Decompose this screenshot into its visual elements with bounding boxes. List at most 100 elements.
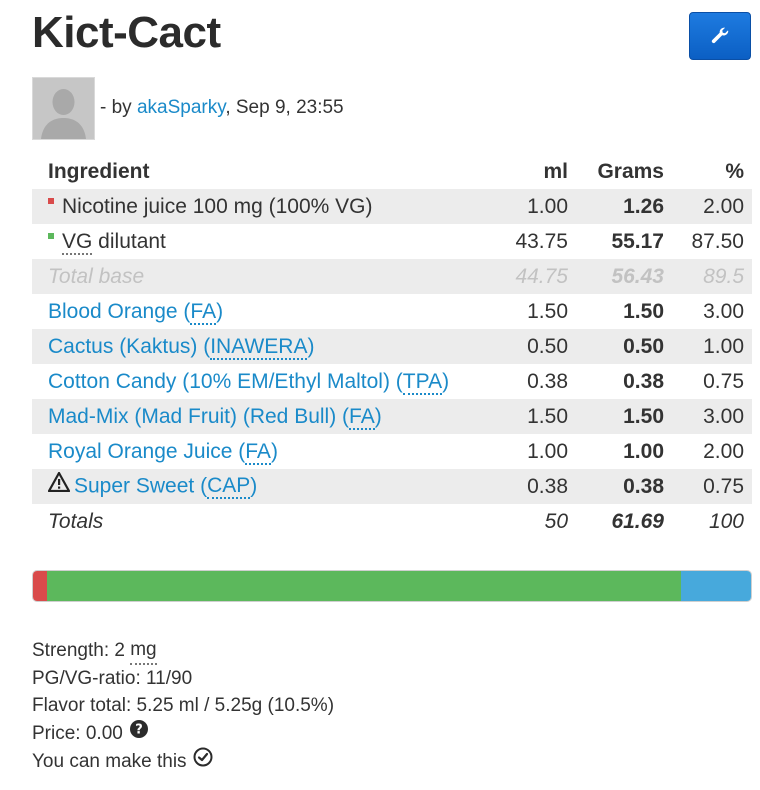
edit-recipe-button[interactable] — [689, 12, 751, 60]
vendor-abbreviation[interactable]: TPA — [402, 369, 443, 395]
totals-label: Totals — [48, 509, 104, 533]
flavor-close-paren: ) — [270, 439, 278, 463]
table-row-flavor: Cotton Candy (10% EM/Ethyl Maltol) (TPA)… — [32, 364, 752, 399]
composition-bar-nicotine — [33, 571, 47, 601]
grams-cell: 1.50 — [623, 299, 664, 323]
ingredient-cell: Cactus (Kaktus) (INAWERA) — [32, 329, 480, 364]
base-label: Total base — [32, 259, 480, 294]
ml-cell: 1.00 — [527, 439, 568, 463]
ingredient-cell: Blood Orange (FA) — [32, 294, 480, 329]
vendor-abbreviation[interactable]: FA — [245, 439, 271, 465]
flavor-link[interactable]: Blood Orange (FA) — [48, 299, 224, 325]
flavor-close-paren: ) — [374, 404, 382, 428]
ml-cell: 44.75 — [480, 259, 576, 294]
recipe-title: Kict-Cact — [32, 8, 221, 57]
percent-cell: 89.5 — [672, 259, 752, 294]
table-row-vg: VG dilutant 43.75 55.17 87.50 — [32, 224, 752, 259]
table-header-row: Ingredient ml Grams % — [32, 155, 752, 189]
flavor-link[interactable]: Cactus (Kaktus) (INAWERA) — [48, 334, 314, 360]
flavor-close-paren: ) — [250, 474, 258, 498]
vg-color-marker — [48, 232, 54, 239]
grams-cell: 1.26 — [576, 189, 672, 224]
flavor-name: Cotton Candy (10% EM/Ethyl Maltol) ( — [48, 369, 403, 393]
flavor-name: Super Sweet ( — [74, 474, 208, 498]
grams-cell: 55.17 — [611, 229, 664, 253]
can-make-text: You can make this — [32, 750, 187, 772]
by-prefix: - by — [100, 97, 137, 118]
grams-cell: 0.38 — [623, 369, 664, 393]
strength-unit[interactable]: mg — [130, 636, 157, 665]
percent-cell: 0.75 — [672, 469, 752, 504]
ml-cell: 1.00 — [480, 189, 576, 224]
header-percent: % — [725, 160, 744, 183]
table-row-flavor: Super Sweet (CAP) 0.38 0.38 0.75 — [32, 469, 752, 504]
wrench-icon — [711, 27, 729, 44]
table-row-totals: Totals 50 61.69 100 — [32, 504, 752, 539]
grams-cell: 1.00 — [623, 439, 664, 463]
flavor-name: Mad-Mix (Mad Fruit) (Red Bull) ( — [48, 404, 350, 428]
composition-bar-vg — [47, 571, 681, 601]
grams-cell: 0.38 — [576, 469, 672, 504]
vendor-abbreviation[interactable]: FA — [349, 404, 375, 430]
grams-cell: 61.69 — [611, 509, 664, 533]
strength-line: Strength: 2 mg — [32, 636, 334, 665]
warning-icon — [47, 471, 71, 498]
flavor-name: Royal Orange Juice ( — [48, 439, 246, 463]
flavor-close-paren: ) — [216, 299, 224, 323]
nicotine-color-marker — [48, 197, 54, 204]
flavor-link[interactable]: Mad-Mix (Mad Fruit) (Red Bull) (FA) — [48, 404, 382, 430]
percent-cell: 3.00 — [703, 299, 744, 323]
grams-cell: 1.50 — [576, 399, 672, 434]
percent-cell: 1.00 — [672, 329, 752, 364]
vg-abbreviation[interactable]: VG — [62, 229, 93, 255]
table-row-flavor: Cactus (Kaktus) (INAWERA) 0.50 0.50 1.00 — [32, 329, 752, 364]
byline: - by akaSparky, Sep 9, 23:55 — [100, 97, 344, 119]
can-make-line: You can make this — [32, 747, 334, 775]
svg-text:?: ? — [135, 723, 143, 738]
flavor-close-paren: ) — [442, 369, 450, 393]
table-row-flavor: Blood Orange (FA) 1.50 1.50 3.00 — [32, 294, 752, 329]
ingredient-name: Nicotine juice 100 mg (100% VG) — [62, 194, 373, 218]
author-link[interactable]: akaSparky — [136, 97, 226, 118]
ingredient-cell: Nicotine juice 100 mg (100% VG) — [32, 189, 480, 224]
vendor-abbreviation[interactable]: FA — [190, 299, 217, 325]
ingredients-table: Ingredient ml Grams % Nicotine juice 100… — [32, 155, 752, 539]
ingredient-cell: Cotton Candy (10% EM/Ethyl Maltol) (TPA) — [32, 364, 480, 399]
percent-cell: 2.00 — [672, 189, 752, 224]
percent-cell: 100 — [708, 509, 744, 533]
ratio-line: PG/VG-ratio: 11/90 — [32, 668, 193, 689]
help-icon[interactable]: ? — [129, 719, 149, 747]
percent-cell: 3.00 — [672, 399, 752, 434]
ml-cell: 50 — [544, 509, 568, 533]
ml-cell: 0.38 — [480, 469, 576, 504]
user-silhouette-icon — [33, 78, 94, 139]
ml-cell: 0.50 — [480, 329, 576, 364]
flavor-link[interactable]: Super Sweet (CAP) — [74, 474, 258, 500]
ml-cell: 1.50 — [480, 399, 576, 434]
vendor-abbreviation[interactable]: CAP — [207, 474, 251, 500]
table-row-total-base: Total base 44.75 56.43 89.5 — [32, 259, 752, 294]
flavor-link[interactable]: Cotton Candy (10% EM/Ethyl Maltol) (TPA) — [48, 369, 450, 395]
ingredient-cell: Mad-Mix (Mad Fruit) (Red Bull) (FA) — [32, 399, 480, 434]
flavor-total-line: Flavor total: 5.25 ml / 5.25g (10.5%) — [32, 695, 335, 716]
ml-cell: 1.50 — [527, 299, 568, 323]
composition-bar — [32, 570, 752, 602]
price-line: Price: 0.00 ? — [32, 719, 334, 747]
ml-cell: 0.38 — [527, 369, 568, 393]
percent-cell: 87.50 — [691, 229, 744, 253]
vendor-abbreviation[interactable]: INAWERA — [210, 334, 308, 360]
recipe-info: Strength: 2 mg PG/VG-ratio: 11/90 Flavor… — [32, 636, 334, 775]
table-row-nicotine: Nicotine juice 100 mg (100% VG) 1.00 1.2… — [32, 189, 752, 224]
price-text: Price: 0.00 — [32, 722, 123, 744]
table-row-flavor: Mad-Mix (Mad Fruit) (Red Bull) (FA) 1.50… — [32, 399, 752, 434]
composition-bar-flavors — [681, 571, 751, 601]
ingredient-name: dilutant — [92, 229, 166, 253]
ml-cell: 43.75 — [515, 229, 568, 253]
strength-text: Strength: 2 — [32, 640, 125, 661]
author-avatar[interactable] — [32, 77, 95, 140]
percent-cell: 0.75 — [703, 369, 744, 393]
flavor-link[interactable]: Royal Orange Juice (FA) — [48, 439, 278, 465]
check-circle-icon — [193, 747, 213, 775]
header-grams: Grams — [597, 160, 664, 183]
grams-cell: 56.43 — [576, 259, 672, 294]
